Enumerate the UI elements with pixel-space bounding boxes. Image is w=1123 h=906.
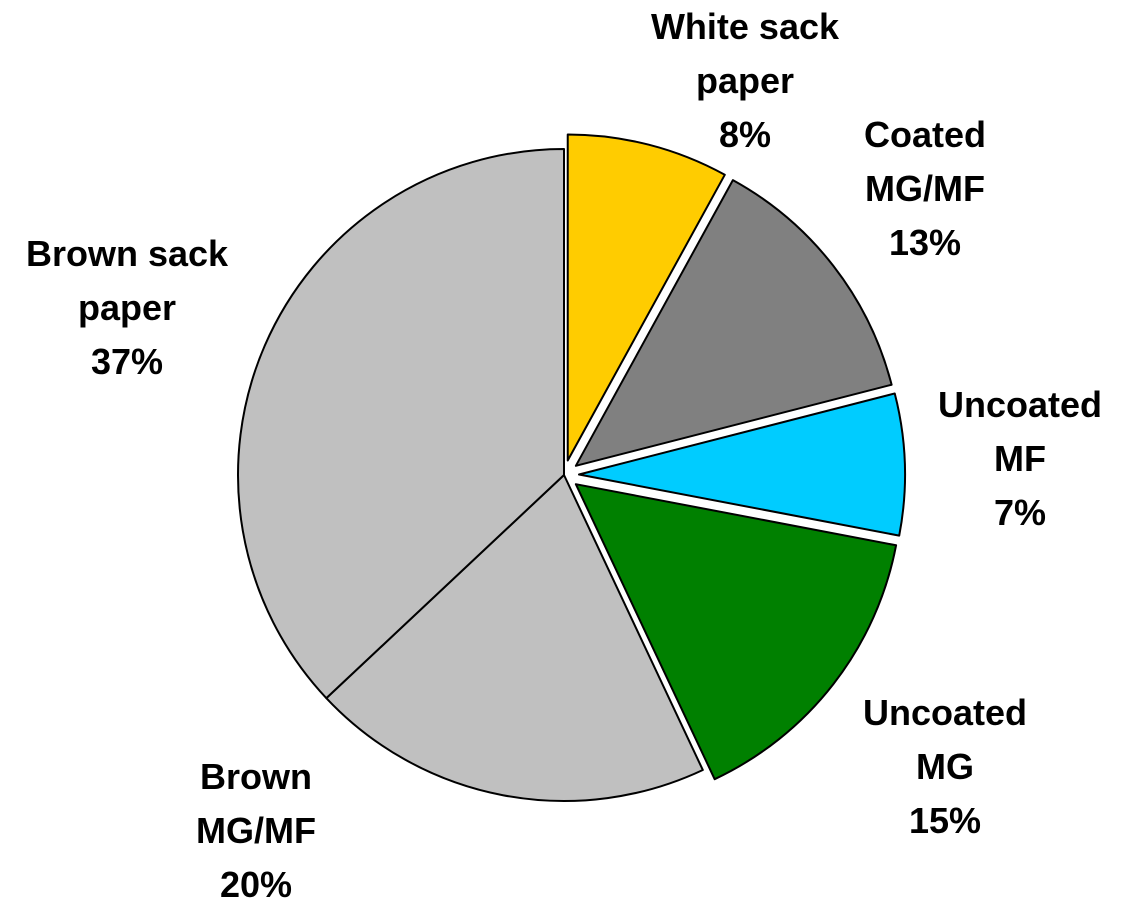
slice-value-label: 37% (90, 341, 164, 382)
pie-slice-3 (574, 483, 898, 781)
pie-slice-4 (325, 474, 704, 802)
slice-label-line: MF (994, 438, 1046, 479)
slice-label-line: Coated (863, 114, 986, 155)
slice-label-line: paper (695, 60, 795, 101)
slice-label-line: Uncoated (937, 384, 1103, 425)
pie-slice-2 (577, 392, 906, 537)
slice-value-label: 7% (993, 492, 1047, 533)
slice-label-line: White sack (650, 6, 840, 47)
slice-label-line: Brown (200, 756, 312, 797)
slice-value-label: 13% (888, 222, 962, 263)
slice-value-label: 8% (718, 114, 772, 155)
slice-label-1: Coated MG/MF 13% (805, 108, 1045, 270)
pie-slice-1 (574, 179, 893, 467)
slice-label-line: MG (916, 746, 974, 787)
pie-slice-0 (566, 133, 726, 462)
slice-value-label: 15% (908, 800, 982, 841)
slice-label-line: Uncoated (862, 692, 1028, 733)
slice-label-5: Brown sack paper 37% (7, 227, 247, 389)
slice-label-line: Brown sack (25, 233, 229, 274)
slice-label-line: MG/MF (196, 810, 316, 851)
slice-label-line: paper (77, 287, 177, 328)
slice-label-4: Brown MG/MF 20% (136, 750, 376, 906)
slice-label-line: MG/MF (865, 168, 985, 209)
pie-slice-5 (237, 148, 565, 700)
slice-label-0: White sack paper 8% (625, 0, 865, 162)
slice-label-3: Uncoated MG 15% (825, 686, 1065, 848)
slice-value-label: 20% (219, 864, 293, 905)
slice-label-2: Uncoated MF 7% (900, 378, 1123, 540)
